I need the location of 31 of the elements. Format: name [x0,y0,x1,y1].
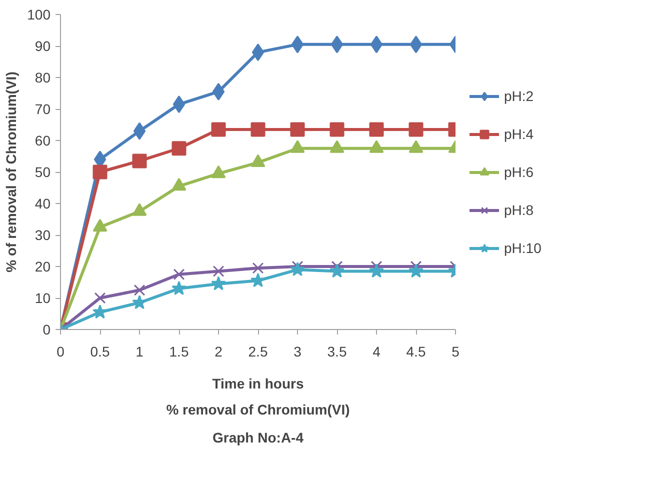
y-tick-label: 40 [34,196,51,212]
x-tick-label: 3 [294,344,302,360]
text: Graph No:A-4 [212,430,304,446]
y-tick-label: 100 [27,6,51,22]
x-tick-label: 0 [56,344,65,360]
legend-label: pH:4 [504,126,535,142]
text: % removal of Chromium(VI) [166,402,350,418]
y-axis-title: % of removal of Chromium(VI) [3,72,20,272]
legend-label: pH:6 [504,164,535,180]
y-tick-label: 0 [42,322,51,338]
y-tick-label: 10 [34,290,51,306]
legend-label: pH:2 [504,88,535,104]
x-tick-label: 2.5 [248,344,268,360]
x-tick-label: 4 [372,344,381,360]
x-axis-title: Time in hours [212,376,304,392]
x-tick-label: 0.5 [90,344,110,360]
y-tick-label: 50 [34,164,51,180]
x-tick-label: 1.5 [169,344,189,360]
y-tick-label: 90 [34,38,51,54]
legend-label: pH:10 [504,240,542,256]
y-tick-label: 60 [34,132,51,148]
x-tick-label: 4.5 [406,344,426,360]
y-tick-label: 20 [34,258,51,274]
x-tick-label: 5 [452,344,460,360]
y-tick-label: 30 [34,227,51,243]
x-tick-label: 3.5 [327,344,347,360]
x-tick-label: 2 [214,344,223,360]
y-tick-label: 80 [34,70,51,86]
x-tick-label: 1 [136,344,144,360]
legend-label: pH:8 [504,202,535,218]
y-tick-label: 70 [34,101,51,117]
